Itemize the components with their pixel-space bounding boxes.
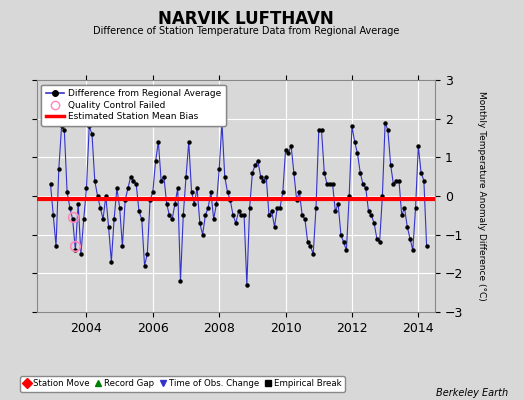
Text: Berkeley Earth: Berkeley Earth <box>436 388 508 398</box>
Legend: Difference from Regional Average, Quality Control Failed, Estimated Station Mean: Difference from Regional Average, Qualit… <box>41 84 226 126</box>
Legend: Station Move, Record Gap, Time of Obs. Change, Empirical Break: Station Move, Record Gap, Time of Obs. C… <box>20 376 345 392</box>
Y-axis label: Monthly Temperature Anomaly Difference (°C): Monthly Temperature Anomaly Difference (… <box>477 91 486 301</box>
Text: Difference of Station Temperature Data from Regional Average: Difference of Station Temperature Data f… <box>93 26 399 36</box>
Text: NARVIK LUFTHAVN: NARVIK LUFTHAVN <box>158 10 334 28</box>
